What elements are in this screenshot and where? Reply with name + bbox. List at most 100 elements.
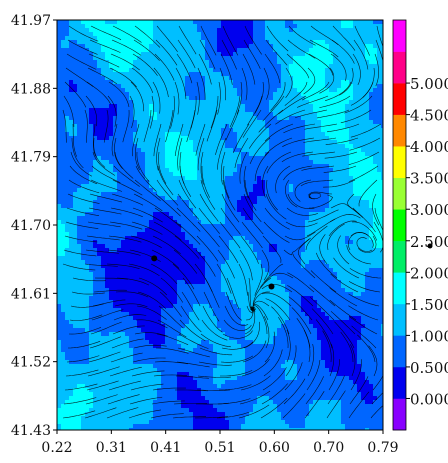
colorbar-label: 4.500 [410, 107, 448, 125]
streamline [241, 67, 248, 101]
streamline [155, 347, 189, 354]
streamline [66, 53, 97, 70]
streamline [264, 123, 294, 142]
streamline [156, 137, 161, 171]
streamline [69, 165, 98, 185]
streamline [154, 207, 182, 228]
streamline [319, 95, 351, 108]
streamline [202, 305, 223, 333]
streamline [173, 403, 207, 405]
streamline [110, 53, 140, 71]
streamline [258, 109, 284, 133]
streamline [132, 123, 140, 157]
streamline [68, 327, 102, 335]
streamline [153, 221, 182, 241]
streamline [196, 81, 200, 115]
streamline [158, 151, 167, 184]
streamline [103, 109, 109, 143]
streamline [111, 193, 144, 206]
streamline [177, 39, 196, 69]
streamline [219, 221, 241, 249]
color-field [57, 20, 383, 430]
colorbar-swatch [393, 83, 406, 115]
streamline [350, 359, 362, 391]
x-tick-label: 0.22 [41, 440, 72, 456]
streamline [248, 123, 272, 149]
streamline [114, 303, 148, 308]
streamline [87, 67, 118, 85]
streamline [203, 291, 220, 322]
streamline [244, 25, 262, 55]
streamline [264, 53, 281, 84]
streamline [239, 151, 248, 184]
streamline [285, 67, 293, 98]
streamline [283, 123, 316, 134]
streamline [178, 179, 197, 209]
streamline [221, 193, 240, 223]
streamline [204, 277, 220, 308]
colorbar-swatch [393, 335, 406, 368]
streamline [115, 291, 149, 298]
streamline [283, 165, 313, 181]
streamline [158, 305, 184, 329]
streamline [122, 109, 130, 143]
streamline [348, 305, 379, 321]
streamline [66, 207, 100, 216]
streamline [262, 165, 269, 198]
streamline [112, 325, 145, 335]
streamline [325, 137, 359, 145]
streamline [374, 53, 380, 87]
streamline [87, 366, 120, 377]
streamline [224, 305, 249, 326]
streamline [287, 193, 315, 210]
colorbar-label: 4.000 [410, 138, 448, 156]
streamline [90, 25, 122, 40]
streamline [154, 361, 188, 365]
streamline [330, 53, 347, 82]
streamline [108, 380, 141, 391]
streamline [242, 207, 264, 235]
streamline [358, 235, 377, 253]
x-tick-label: 0.60 [259, 440, 290, 456]
streamline [284, 179, 298, 208]
streamline [260, 397, 288, 419]
streamline [324, 151, 358, 159]
colorbar-label: 0.000 [410, 390, 448, 408]
streamline [319, 234, 328, 265]
streamline [253, 304, 268, 335]
streamline [287, 285, 314, 307]
streamline [286, 329, 291, 363]
streamline [284, 362, 303, 391]
streamline [199, 193, 219, 222]
streamline [375, 39, 383, 63]
streamline [340, 109, 372, 124]
streamline [64, 235, 98, 243]
streamline [86, 81, 111, 105]
streamline [198, 361, 232, 366]
streamline [242, 340, 267, 363]
streamline [174, 389, 209, 392]
streamline [263, 316, 270, 349]
streamline [334, 321, 355, 349]
streamline [223, 319, 252, 331]
streamline [254, 151, 270, 182]
streamline [302, 151, 336, 157]
streamline [62, 263, 96, 271]
streamline [69, 314, 103, 321]
streamline [200, 151, 204, 185]
streamline [265, 39, 288, 66]
streamline [143, 109, 152, 143]
streamline [303, 137, 337, 143]
streamline [319, 67, 335, 94]
streamline [152, 387, 186, 391]
streamline [111, 39, 142, 56]
streamline [281, 151, 314, 163]
streamline [244, 179, 257, 211]
streamline [222, 25, 239, 56]
streamline [351, 221, 377, 241]
colorbar-swatch [393, 20, 406, 52]
marker-point [268, 283, 275, 290]
streamline [137, 291, 167, 310]
streamline [87, 221, 121, 228]
streamline [177, 137, 183, 171]
